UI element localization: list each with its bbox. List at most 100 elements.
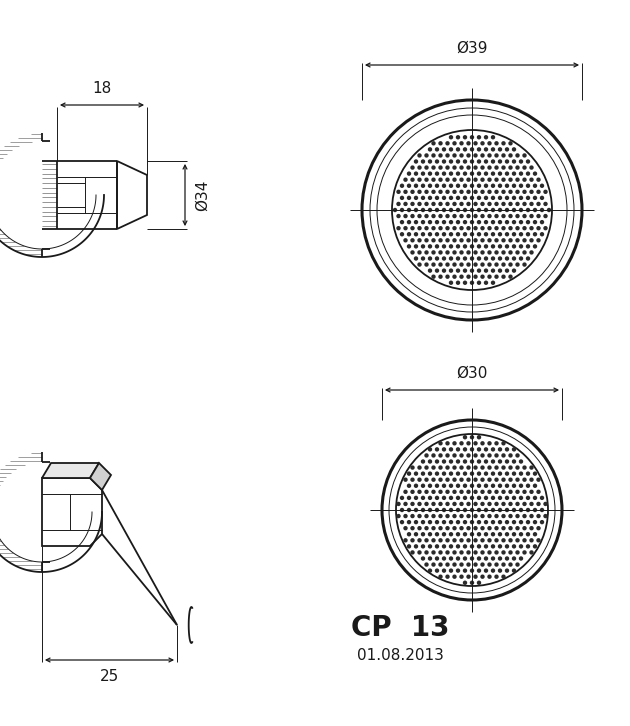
Circle shape (414, 196, 418, 200)
Circle shape (421, 196, 425, 200)
Circle shape (414, 520, 418, 524)
Circle shape (526, 496, 530, 500)
Circle shape (455, 256, 460, 261)
Circle shape (455, 556, 460, 560)
Circle shape (487, 141, 491, 145)
Circle shape (449, 244, 453, 248)
Circle shape (432, 238, 436, 242)
Circle shape (452, 526, 457, 531)
Circle shape (512, 507, 516, 513)
Circle shape (470, 544, 474, 549)
Circle shape (445, 502, 450, 506)
Circle shape (414, 544, 418, 549)
Circle shape (407, 184, 411, 188)
Circle shape (473, 526, 478, 531)
Circle shape (466, 202, 471, 206)
Circle shape (487, 550, 491, 555)
Circle shape (498, 520, 502, 524)
Circle shape (424, 550, 428, 555)
Circle shape (484, 220, 488, 224)
Circle shape (449, 460, 453, 464)
Circle shape (438, 478, 443, 482)
Circle shape (529, 550, 534, 555)
Circle shape (480, 177, 484, 182)
Circle shape (470, 484, 474, 488)
Circle shape (424, 538, 428, 542)
Circle shape (522, 465, 527, 470)
Circle shape (424, 202, 428, 206)
Circle shape (403, 514, 408, 518)
Circle shape (421, 520, 425, 524)
Circle shape (410, 550, 415, 555)
Circle shape (547, 208, 551, 212)
Circle shape (438, 563, 443, 567)
Circle shape (470, 232, 474, 237)
Circle shape (455, 269, 460, 273)
Circle shape (518, 256, 523, 261)
Circle shape (455, 208, 460, 212)
Circle shape (512, 269, 516, 273)
Circle shape (518, 220, 523, 224)
Circle shape (445, 226, 450, 230)
Circle shape (424, 478, 428, 482)
Circle shape (498, 147, 502, 152)
Circle shape (491, 496, 495, 500)
Circle shape (533, 208, 537, 212)
Circle shape (449, 159, 453, 163)
Circle shape (463, 280, 467, 285)
Circle shape (417, 502, 421, 506)
Circle shape (512, 520, 516, 524)
Circle shape (518, 496, 523, 500)
Circle shape (484, 568, 488, 573)
Circle shape (432, 502, 436, 506)
Circle shape (442, 184, 446, 188)
Circle shape (414, 256, 418, 261)
Circle shape (529, 502, 534, 506)
Circle shape (515, 502, 520, 506)
Circle shape (449, 484, 453, 488)
Circle shape (522, 214, 527, 219)
Circle shape (505, 532, 509, 537)
Circle shape (403, 489, 408, 494)
Circle shape (432, 226, 436, 230)
Circle shape (491, 471, 495, 476)
Circle shape (455, 135, 460, 139)
Circle shape (515, 238, 520, 242)
Circle shape (495, 526, 499, 531)
Circle shape (445, 214, 450, 219)
Circle shape (407, 544, 411, 549)
Circle shape (518, 532, 523, 537)
Circle shape (452, 550, 457, 555)
Circle shape (463, 460, 467, 464)
Circle shape (421, 220, 425, 224)
Circle shape (410, 166, 415, 170)
Circle shape (508, 153, 513, 158)
Circle shape (414, 532, 418, 537)
Circle shape (501, 489, 506, 494)
Circle shape (515, 526, 520, 531)
Circle shape (438, 441, 443, 446)
Circle shape (477, 232, 481, 237)
Circle shape (470, 184, 474, 188)
Circle shape (515, 262, 520, 266)
Circle shape (473, 262, 478, 266)
Circle shape (477, 447, 481, 452)
Circle shape (445, 141, 450, 145)
Circle shape (435, 544, 439, 549)
Circle shape (501, 166, 506, 170)
Circle shape (484, 460, 488, 464)
Circle shape (452, 453, 457, 457)
Circle shape (445, 478, 450, 482)
Circle shape (518, 471, 523, 476)
Circle shape (442, 520, 446, 524)
Circle shape (512, 568, 516, 573)
Circle shape (417, 238, 421, 242)
Circle shape (435, 496, 439, 500)
Circle shape (480, 262, 484, 266)
Circle shape (533, 232, 537, 237)
Circle shape (466, 453, 471, 457)
Circle shape (540, 232, 544, 237)
Circle shape (424, 226, 428, 230)
Circle shape (495, 502, 499, 506)
Circle shape (501, 141, 506, 145)
